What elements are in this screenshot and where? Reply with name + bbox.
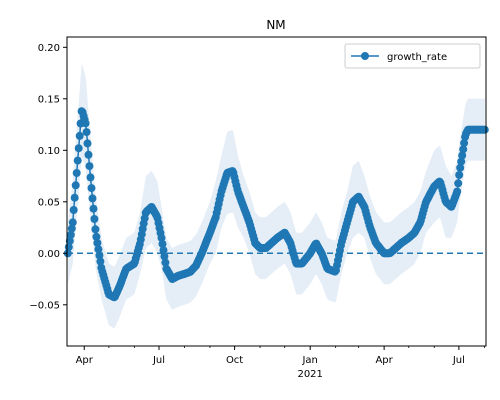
data-point (460, 139, 469, 148)
data-point (456, 163, 465, 172)
y-tick-label: 0.15 (38, 94, 60, 105)
data-point (84, 150, 93, 159)
legend-marker (361, 52, 369, 60)
data-point (90, 215, 99, 223)
x-tick-label: Apr (375, 355, 393, 366)
data-point (453, 187, 462, 196)
confidence-band (67, 64, 485, 329)
data-point (92, 232, 101, 241)
data-point (72, 169, 81, 177)
chart-title: NM (266, 18, 285, 32)
data-point (459, 145, 468, 154)
data-point (458, 151, 467, 160)
data-point (82, 128, 91, 137)
data-point (157, 233, 166, 242)
data-point (74, 144, 83, 153)
y-tick-label: 0.00 (38, 249, 60, 260)
y-axis: −0.05 0.00 0.05 0.10 0.15 0.20 (29, 43, 67, 311)
data-point (96, 257, 105, 266)
data-point (480, 125, 489, 134)
data-point (95, 251, 104, 260)
data-point (93, 239, 102, 247)
data-point (94, 245, 103, 254)
data-point (63, 249, 72, 258)
data-point (73, 156, 82, 165)
y-tick-label: −0.05 (29, 300, 60, 311)
data-point (158, 240, 167, 248)
x-axis: Apr Jul Oct Jan Apr Jul (76, 346, 485, 366)
data-point (88, 194, 97, 203)
x-tick-label: Jan (301, 355, 317, 366)
data-point (70, 193, 79, 202)
plot-area (63, 64, 489, 329)
y-tick-label: 0.05 (38, 197, 60, 208)
legend: growth_rate (344, 43, 481, 69)
data-point (457, 157, 466, 166)
y-tick-label: 0.10 (38, 146, 60, 157)
data-point (454, 179, 463, 188)
x-tick-label: Jul (452, 355, 465, 366)
data-point (161, 258, 170, 267)
data-point (86, 173, 95, 182)
data-point (66, 230, 75, 239)
data-point (85, 162, 94, 171)
data-point (81, 119, 90, 128)
data-point (68, 218, 77, 227)
x-tick-label: Apr (76, 355, 94, 366)
data-point (159, 246, 168, 255)
data-point (160, 252, 169, 261)
data-point (455, 171, 464, 179)
x-tick-label: Jul (152, 355, 165, 366)
data-point (87, 184, 96, 193)
x-year-label: 2021 (297, 369, 322, 380)
x-tick-label: Oct (226, 355, 243, 366)
data-point (71, 181, 80, 190)
data-point (91, 225, 100, 234)
data-point (67, 224, 76, 233)
data-point (75, 131, 84, 140)
data-point (65, 236, 74, 245)
legend-box (344, 43, 481, 69)
data-point (89, 204, 98, 213)
legend-label-growth-rate: growth_rate (387, 52, 447, 63)
series-points-growth-rate (63, 107, 489, 302)
data-point (83, 139, 92, 148)
plot-frame (66, 36, 487, 347)
y-tick-label: 0.20 (38, 43, 60, 54)
data-point (69, 206, 78, 214)
confidence-band-area (67, 64, 485, 329)
